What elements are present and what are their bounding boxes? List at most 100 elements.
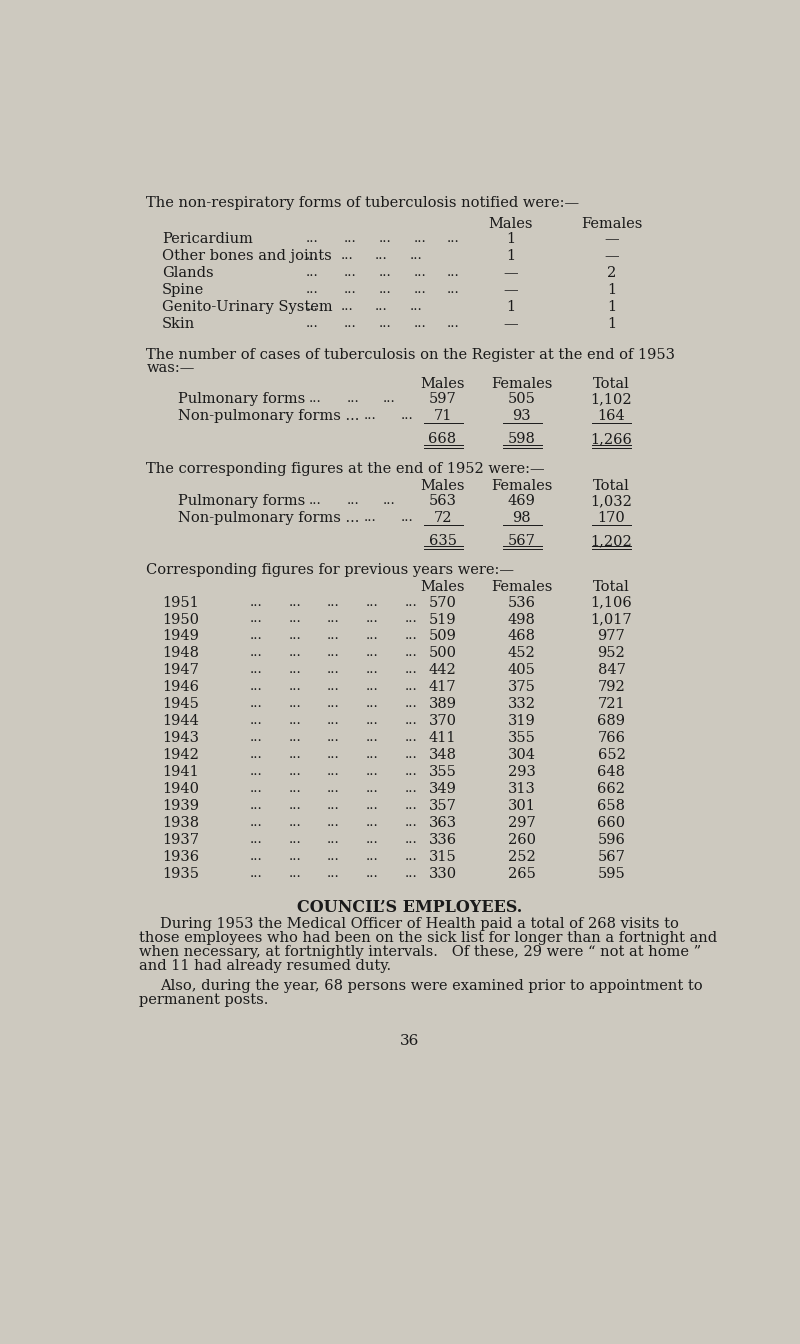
Text: ...: ... [250,749,262,761]
Text: 597: 597 [429,392,457,406]
Text: ...: ... [344,266,357,280]
Text: ...: ... [340,300,353,313]
Text: 357: 357 [429,798,457,813]
Text: Also, during the year, 68 persons were examined prior to appointment to: Also, during the year, 68 persons were e… [161,978,703,993]
Text: ...: ... [310,392,322,406]
Text: 319: 319 [508,714,535,728]
Text: 260: 260 [508,833,536,847]
Text: ...: ... [288,629,301,642]
Text: ...: ... [405,816,418,829]
Text: 301: 301 [508,798,535,813]
Text: ...: ... [327,714,340,727]
Text: 2: 2 [607,266,616,280]
Text: ...: ... [366,680,378,694]
Text: 1: 1 [506,249,515,263]
Text: 98: 98 [512,511,531,526]
Text: ...: ... [405,782,418,794]
Text: ...: ... [375,249,388,262]
Text: ...: ... [288,833,301,845]
Text: ...: ... [250,646,262,660]
Text: The non-respiratory forms of tuberculosis notified were:—: The non-respiratory forms of tuberculosi… [146,196,580,210]
Text: 509: 509 [429,629,457,644]
Text: ...: ... [288,680,301,694]
Text: ...: ... [327,646,340,660]
Text: 1949: 1949 [162,629,199,644]
Text: Females: Females [581,216,642,231]
Text: 1,202: 1,202 [590,534,632,548]
Text: Spine: Spine [162,284,204,297]
Text: 469: 469 [508,495,535,508]
Text: ...: ... [366,629,378,642]
Text: ...: ... [366,613,378,625]
Text: 536: 536 [508,595,536,610]
Text: ...: ... [405,664,418,676]
Text: Genito-Urinary System: Genito-Urinary System [162,300,333,314]
Text: ...: ... [401,409,414,422]
Text: ...: ... [344,317,357,329]
Text: 315: 315 [429,849,457,864]
Text: 792: 792 [598,680,626,695]
Text: ...: ... [288,749,301,761]
Text: ...: ... [379,266,392,280]
Text: ...: ... [250,798,262,812]
Text: The number of cases of tuberculosis on the Register at the end of 1953: The number of cases of tuberculosis on t… [146,348,675,362]
Text: ...: ... [405,849,418,863]
Text: ...: ... [327,595,340,609]
Text: 330: 330 [429,867,457,880]
Text: 500: 500 [429,646,457,660]
Text: 332: 332 [508,698,536,711]
Text: ...: ... [366,798,378,812]
Text: 563: 563 [429,495,457,508]
Text: 1941: 1941 [162,765,198,780]
Text: Non-pulmonary forms ...: Non-pulmonary forms ... [178,409,359,423]
Text: 668: 668 [429,433,457,446]
Text: 405: 405 [508,664,535,677]
Text: —: — [503,266,518,280]
Text: ...: ... [306,317,318,329]
Text: ...: ... [306,284,318,296]
Text: 1: 1 [607,284,616,297]
Text: ...: ... [405,867,418,879]
Text: 348: 348 [429,749,457,762]
Text: ...: ... [366,698,378,710]
Text: Total: Total [593,478,630,492]
Text: 1: 1 [607,300,616,314]
Text: ...: ... [327,833,340,845]
Text: ...: ... [405,613,418,625]
Text: COUNCIL’S EMPLOYEES.: COUNCIL’S EMPLOYEES. [298,899,522,917]
Text: ...: ... [363,409,376,422]
Text: 1: 1 [607,317,616,331]
Text: Total: Total [593,581,630,594]
Text: ...: ... [306,249,318,262]
Text: ...: ... [327,698,340,710]
Text: 567: 567 [508,534,535,548]
Text: Females: Females [491,376,552,391]
Text: 170: 170 [598,511,626,526]
Text: Non-pulmonary forms ...: Non-pulmonary forms ... [178,511,359,526]
Text: ...: ... [366,714,378,727]
Text: ...: ... [250,595,262,609]
Text: 689: 689 [598,714,626,728]
Text: ...: ... [366,849,378,863]
Text: ...: ... [327,867,340,879]
Text: 468: 468 [508,629,536,644]
Text: Pericardium: Pericardium [162,233,253,246]
Text: 1943: 1943 [162,731,199,745]
Text: ...: ... [447,284,460,296]
Text: 595: 595 [598,867,626,880]
Text: 349: 349 [429,782,457,796]
Text: 375: 375 [508,680,535,695]
Text: ...: ... [288,714,301,727]
Text: 72: 72 [434,511,452,526]
Text: ...: ... [327,664,340,676]
Text: ...: ... [363,511,376,524]
Text: ...: ... [327,782,340,794]
Text: 71: 71 [434,409,452,423]
Text: 635: 635 [429,534,457,548]
Text: ...: ... [327,629,340,642]
Text: Males: Males [420,376,465,391]
Text: Skin: Skin [162,317,195,331]
Text: ...: ... [405,714,418,727]
Text: Males: Males [420,478,465,492]
Text: ...: ... [327,849,340,863]
